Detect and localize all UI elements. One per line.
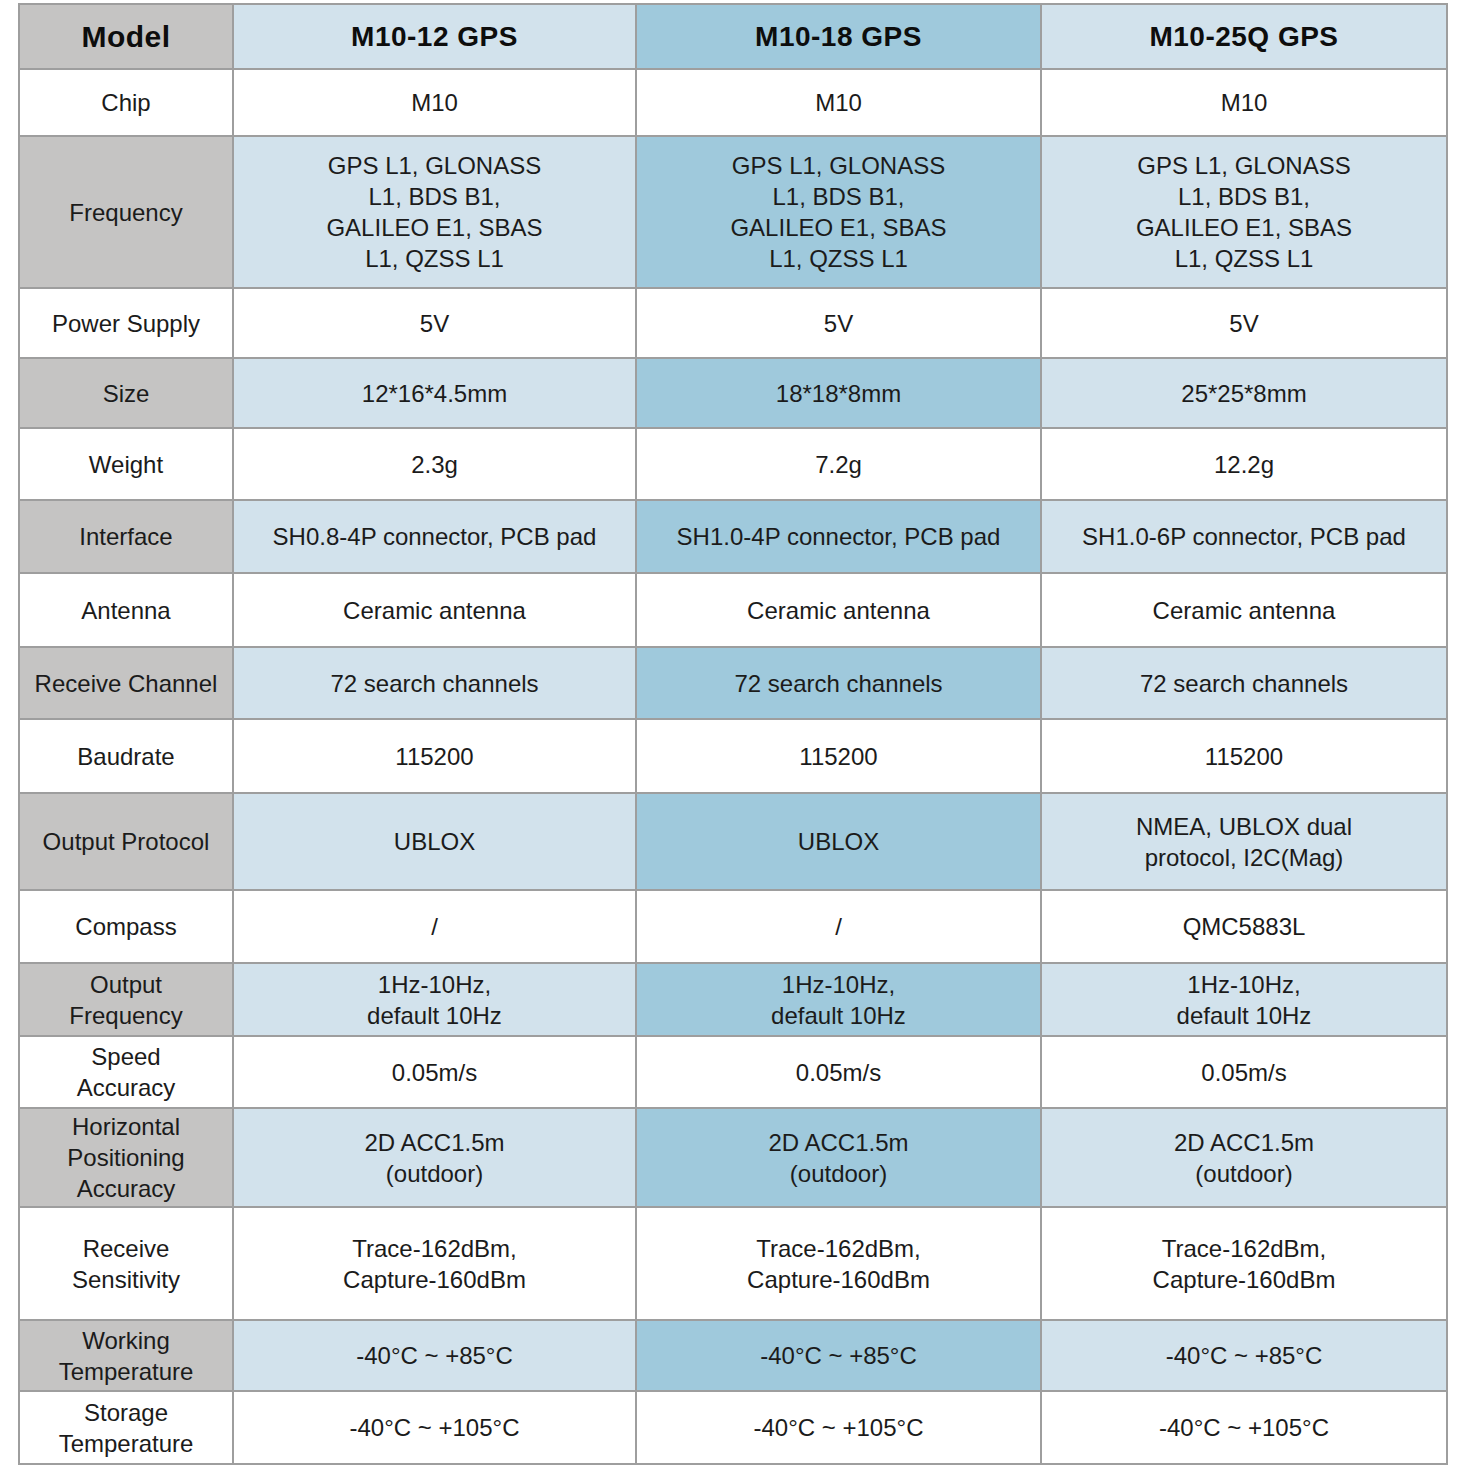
spec-cell: Ceramic antenna — [1041, 573, 1447, 647]
spec-cell: 2D ACC1.5m (outdoor) — [636, 1108, 1041, 1207]
row-label: Size — [19, 358, 233, 428]
table-row: AntennaCeramic antennaCeramic antennaCer… — [19, 573, 1447, 647]
spec-cell: 72 search channels — [233, 647, 636, 719]
spec-cell: -40°C ~ +105°C — [636, 1391, 1041, 1464]
spec-cell: QMC5883L — [1041, 890, 1447, 963]
row-label: Working Temperature — [19, 1320, 233, 1391]
table-row: Output Frequency1Hz-10Hz, default 10Hz1H… — [19, 963, 1447, 1036]
row-label: Chip — [19, 69, 233, 136]
column-header: M10-12 GPS — [233, 4, 636, 69]
spec-cell: -40°C ~ +105°C — [233, 1391, 636, 1464]
spec-cell: M10 — [1041, 69, 1447, 136]
table-row: Weight2.3g7.2g12.2g — [19, 428, 1447, 500]
spec-cell: 1Hz-10Hz, default 10Hz — [1041, 963, 1447, 1036]
table-row: Receive SensitivityTrace-162dBm, Capture… — [19, 1207, 1447, 1320]
row-label: Speed Accuracy — [19, 1036, 233, 1108]
spec-cell: 5V — [1041, 288, 1447, 358]
spec-cell: UBLOX — [636, 793, 1041, 890]
table-row: Receive Channel72 search channels72 sear… — [19, 647, 1447, 719]
spec-cell: 7.2g — [636, 428, 1041, 500]
spec-cell: 25*25*8mm — [1041, 358, 1447, 428]
table-row: ChipM10M10M10 — [19, 69, 1447, 136]
table-row: Power Supply5V5V5V — [19, 288, 1447, 358]
spec-table-body: ChipM10M10M10FrequencyGPS L1, GLONASS L1… — [19, 69, 1447, 1464]
spec-cell: Trace-162dBm, Capture-160dBm — [233, 1207, 636, 1320]
table-row: Storage Temperature-40°C ~ +105°C-40°C ~… — [19, 1391, 1447, 1464]
spec-cell: Ceramic antenna — [636, 573, 1041, 647]
spec-cell: 1Hz-10Hz, default 10Hz — [636, 963, 1041, 1036]
table-row: Baudrate115200115200115200 — [19, 719, 1447, 793]
row-label: Storage Temperature — [19, 1391, 233, 1464]
spec-cell: 2.3g — [233, 428, 636, 500]
spec-cell: 12*16*4.5mm — [233, 358, 636, 428]
spec-cell: SH1.0-6P connector, PCB pad — [1041, 500, 1447, 573]
spec-cell: 115200 — [636, 719, 1041, 793]
table-row: FrequencyGPS L1, GLONASS L1, BDS B1, GAL… — [19, 136, 1447, 288]
spec-cell: NMEA, UBLOX dual protocol, I2C(Mag) — [1041, 793, 1447, 890]
row-label: Baudrate — [19, 719, 233, 793]
spec-cell: 72 search channels — [636, 647, 1041, 719]
table-row: Working Temperature-40°C ~ +85°C-40°C ~ … — [19, 1320, 1447, 1391]
spec-table: Model M10-12 GPSM10-18 GPSM10-25Q GPS Ch… — [18, 3, 1448, 1465]
row-label: Output Frequency — [19, 963, 233, 1036]
spec-cell: Trace-162dBm, Capture-160dBm — [1041, 1207, 1447, 1320]
column-header: M10-18 GPS — [636, 4, 1041, 69]
spec-cell: Ceramic antenna — [233, 573, 636, 647]
spec-cell: 115200 — [233, 719, 636, 793]
spec-cell: 72 search channels — [1041, 647, 1447, 719]
spec-cell: 5V — [233, 288, 636, 358]
spec-cell: Trace-162dBm, Capture-160dBm — [636, 1207, 1041, 1320]
table-row: Compass//QMC5883L — [19, 890, 1447, 963]
row-label: Horizontal Positioning Accuracy — [19, 1108, 233, 1207]
spec-cell: -40°C ~ +85°C — [636, 1320, 1041, 1391]
table-row: InterfaceSH0.8-4P connector, PCB padSH1.… — [19, 500, 1447, 573]
spec-cell: 2D ACC1.5m (outdoor) — [1041, 1108, 1447, 1207]
model-header-cell: Model — [19, 4, 233, 69]
column-header: M10-25Q GPS — [1041, 4, 1447, 69]
spec-cell: SH0.8-4P connector, PCB pad — [233, 500, 636, 573]
spec-cell: 0.05m/s — [1041, 1036, 1447, 1108]
spec-cell: GPS L1, GLONASS L1, BDS B1, GALILEO E1, … — [636, 136, 1041, 288]
row-label: Compass — [19, 890, 233, 963]
spec-cell: 0.05m/s — [636, 1036, 1041, 1108]
spec-cell: 5V — [636, 288, 1041, 358]
table-row: Output ProtocolUBLOXUBLOXNMEA, UBLOX dua… — [19, 793, 1447, 890]
header-row: Model M10-12 GPSM10-18 GPSM10-25Q GPS — [19, 4, 1447, 69]
row-label: Interface — [19, 500, 233, 573]
spec-cell: 12.2g — [1041, 428, 1447, 500]
spec-cell: -40°C ~ +85°C — [1041, 1320, 1447, 1391]
spec-cell: GPS L1, GLONASS L1, BDS B1, GALILEO E1, … — [233, 136, 636, 288]
spec-cell: / — [233, 890, 636, 963]
spec-cell: / — [636, 890, 1041, 963]
table-row: Size12*16*4.5mm18*18*8mm25*25*8mm — [19, 358, 1447, 428]
row-label: Frequency — [19, 136, 233, 288]
table-row: Speed Accuracy0.05m/s0.05m/s0.05m/s — [19, 1036, 1447, 1108]
row-label: Output Protocol — [19, 793, 233, 890]
spec-cell: UBLOX — [233, 793, 636, 890]
table-row: Horizontal Positioning Accuracy2D ACC1.5… — [19, 1108, 1447, 1207]
spec-cell: SH1.0-4P connector, PCB pad — [636, 500, 1041, 573]
row-label: Receive Channel — [19, 647, 233, 719]
spec-cell: M10 — [636, 69, 1041, 136]
row-label: Weight — [19, 428, 233, 500]
spec-cell: 18*18*8mm — [636, 358, 1041, 428]
spec-cell: 115200 — [1041, 719, 1447, 793]
row-label: Antenna — [19, 573, 233, 647]
spec-cell: GPS L1, GLONASS L1, BDS B1, GALILEO E1, … — [1041, 136, 1447, 288]
spec-cell: 2D ACC1.5m (outdoor) — [233, 1108, 636, 1207]
spec-cell: 1Hz-10Hz, default 10Hz — [233, 963, 636, 1036]
spec-cell: M10 — [233, 69, 636, 136]
spec-cell: 0.05m/s — [233, 1036, 636, 1108]
spec-cell: -40°C ~ +105°C — [1041, 1391, 1447, 1464]
page: Model M10-12 GPSM10-18 GPSM10-25Q GPS Ch… — [0, 0, 1465, 1465]
row-label: Power Supply — [19, 288, 233, 358]
row-label: Receive Sensitivity — [19, 1207, 233, 1320]
spec-cell: -40°C ~ +85°C — [233, 1320, 636, 1391]
